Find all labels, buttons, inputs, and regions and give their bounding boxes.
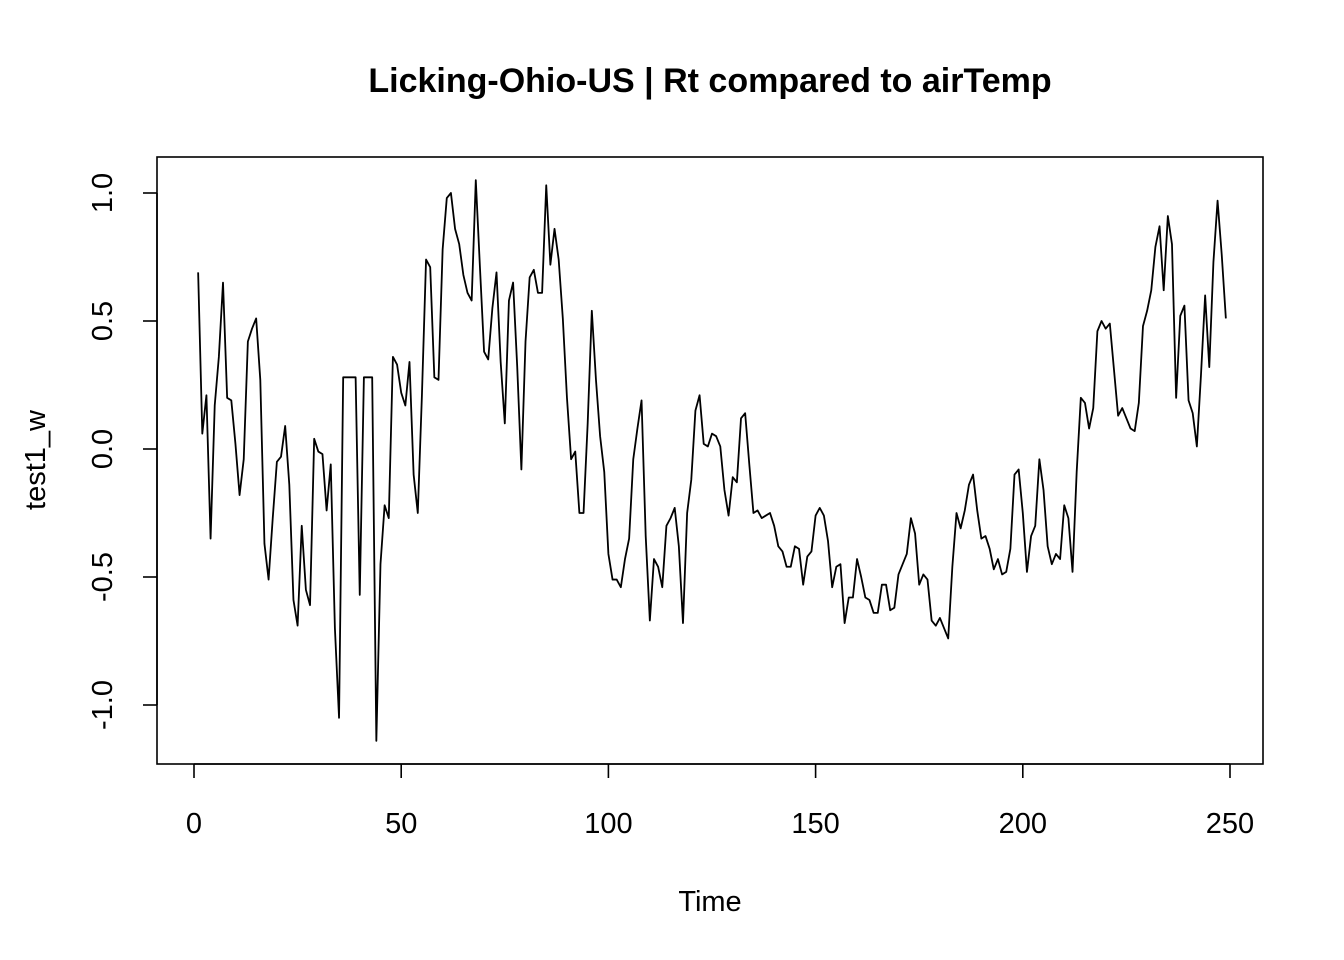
y-tick-label: -0.5 xyxy=(87,552,119,602)
x-tick-label: 100 xyxy=(584,808,632,840)
y-tick-label: -1.0 xyxy=(87,680,119,730)
x-tick-label: 200 xyxy=(999,808,1047,840)
x-tick-label: 250 xyxy=(1206,808,1254,840)
x-axis-label: Time xyxy=(678,886,741,918)
y-tick-label: 0.5 xyxy=(87,301,119,341)
y-tick-label: 0.0 xyxy=(87,429,119,469)
series-group xyxy=(197,179,1227,742)
x-tick-label: 50 xyxy=(385,808,417,840)
y-axis: -1.0 -0.5 0.0 0.5 1.0 xyxy=(87,173,158,730)
x-tick-label: 0 xyxy=(186,808,202,840)
series-line-test1_w xyxy=(197,179,1227,742)
chart-title: Licking-Ohio-US | Rt compared to airTemp xyxy=(368,62,1051,100)
x-axis: 0 50 100 150 200 250 xyxy=(186,763,1254,840)
y-axis-label: test1_w xyxy=(20,409,52,510)
x-tick-label: 150 xyxy=(791,808,839,840)
y-tick-label: 1.0 xyxy=(87,173,119,213)
